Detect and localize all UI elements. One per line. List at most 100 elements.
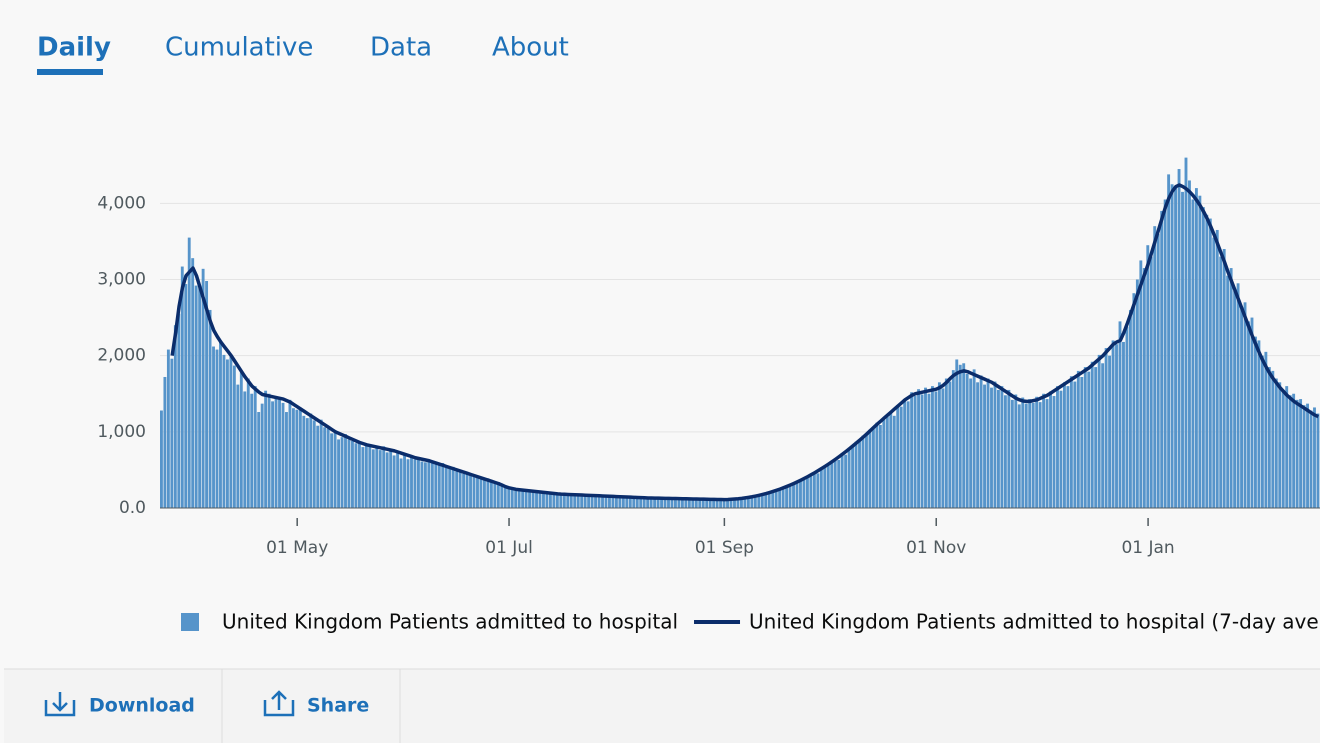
bar [187,237,191,508]
bar [885,416,889,508]
bar [298,407,302,508]
bar [903,399,907,508]
bar [1316,413,1320,508]
bar [1309,410,1313,508]
bar [764,493,768,508]
bar [330,433,334,508]
bar [1028,399,1032,508]
bar [812,472,816,508]
bar [566,494,570,508]
bar [354,443,358,508]
bar [225,359,229,508]
bar [1132,293,1136,508]
bar [750,496,754,508]
bar [1156,233,1160,508]
bar [163,376,167,508]
bar [482,479,486,508]
bar [1014,394,1018,508]
bar [205,281,209,508]
tab[interactable]: Data [370,33,432,63]
download-button[interactable]: Download [89,695,195,717]
bar [361,447,365,508]
bar [170,358,174,508]
bar [1170,184,1174,508]
bar [674,498,677,508]
download-icon[interactable] [44,692,76,717]
bar [1181,191,1184,508]
bar [927,393,931,508]
bar [983,384,986,508]
bar [986,378,990,508]
bar [1201,207,1205,508]
bar [743,497,747,508]
x-tick-label: 01 Nov [906,538,966,558]
tab[interactable]: Cumulative [165,33,313,63]
bar [969,378,973,508]
bar [1139,260,1143,508]
bar [597,495,601,508]
bar [1233,290,1237,508]
bar [1024,403,1028,508]
bar [489,481,493,508]
bar [222,354,226,508]
bar [621,497,625,508]
bar [760,495,764,508]
bar [396,453,400,508]
bar [1104,348,1108,508]
bar [166,349,170,508]
bar [267,393,271,508]
bar [1094,367,1098,508]
bar [191,258,195,508]
bar [733,499,736,508]
bar [1177,169,1181,509]
bar [1226,275,1230,508]
bar [1056,386,1059,508]
bar [1215,229,1219,508]
bar [392,455,396,508]
bar [1087,371,1091,508]
bar [1076,370,1080,508]
bar [771,491,775,508]
bar [451,466,455,508]
bar [722,499,726,508]
bar [1198,195,1202,508]
bar [423,462,427,508]
legend-swatch [181,613,199,631]
bar [646,497,650,508]
bar [701,498,705,508]
bar [448,468,452,508]
bar [767,493,771,508]
bar [257,412,261,508]
tab[interactable]: Daily [37,33,111,63]
bar [521,489,525,508]
bar [382,446,386,508]
bar [337,439,340,508]
y-tick-label: 1,000 [97,422,146,442]
bar [208,309,212,508]
bar [951,370,955,508]
bar [726,499,729,508]
tab[interactable]: About [492,33,569,63]
bar [694,498,698,508]
bar [410,455,413,508]
bar [1295,399,1299,508]
bar [274,396,278,508]
share-icon[interactable] [263,690,295,717]
bar [219,340,222,508]
bar [746,497,750,508]
bar [962,363,966,508]
bar [1302,405,1306,508]
bar [201,268,205,508]
bar [823,467,827,508]
bar [420,461,424,508]
bar [1174,188,1178,508]
bar [1306,403,1309,508]
bar [1052,396,1056,508]
bar [1059,390,1063,508]
bar [500,484,504,508]
share-button[interactable]: Share [307,695,369,717]
bar [510,488,514,508]
bar [997,389,1000,508]
y-tick-label: 0.0 [119,498,146,518]
bar [847,447,851,508]
